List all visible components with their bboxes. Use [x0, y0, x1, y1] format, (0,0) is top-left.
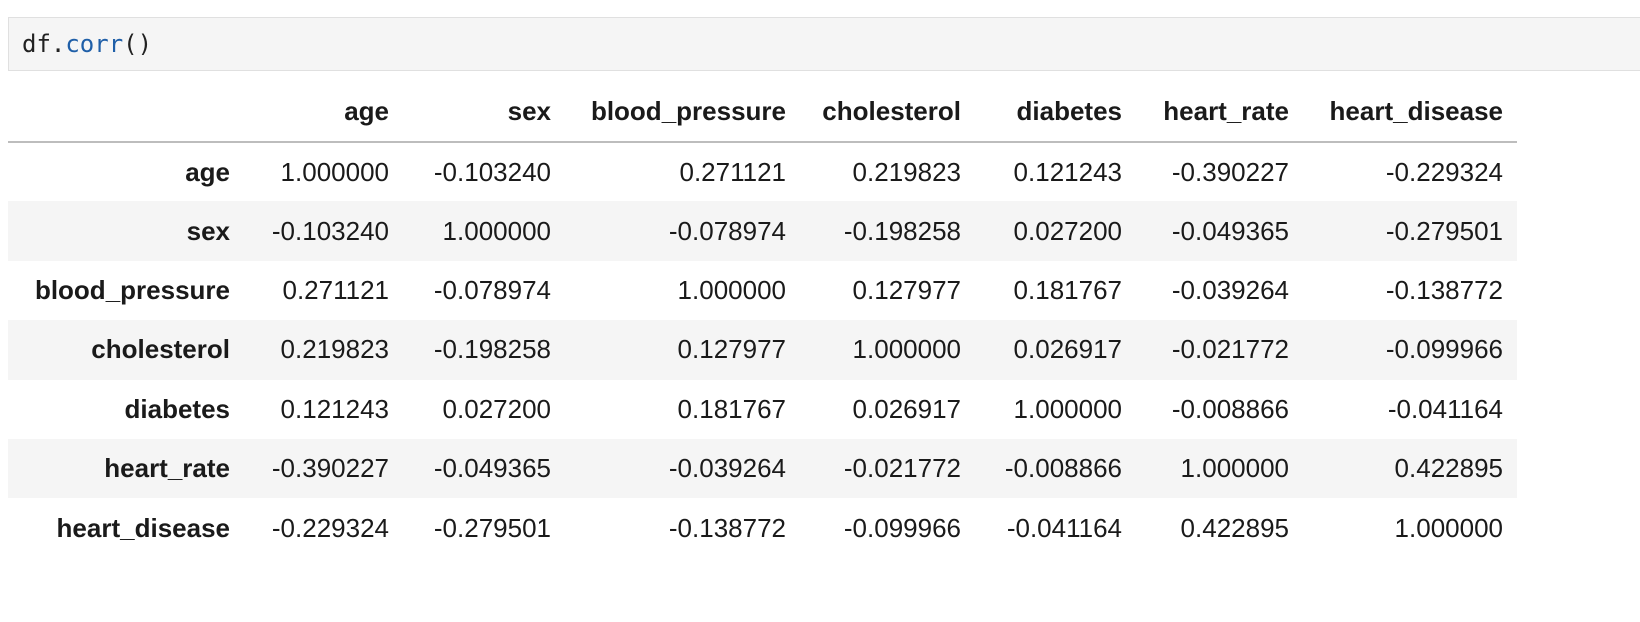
table-cell: -0.103240	[433, 156, 551, 187]
table-cell: -0.021772	[1171, 334, 1289, 365]
table-cell: -0.049365	[1171, 215, 1289, 246]
table-cell: 1.000000	[1394, 512, 1503, 543]
table-cell: -0.279501	[1385, 215, 1503, 246]
column-header: age	[244, 82, 403, 143]
table-cell: 0.271121	[679, 156, 786, 187]
table-cell: -0.008866	[1004, 453, 1122, 484]
table-cell: -0.198258	[433, 334, 551, 365]
table-cell: -0.041164	[1387, 393, 1503, 424]
table-cell: 0.219823	[852, 156, 961, 187]
code-cell[interactable]: df. corr()	[8, 17, 1640, 71]
table-row: diabetes 0.121243 0.027200 0.181767 0.026917…	[8, 380, 1517, 439]
output-area: age sex blood_pressure cholesterol diabe…	[8, 82, 1517, 558]
column-header: cholesterol	[800, 82, 975, 143]
table-cell: 0.181767	[677, 393, 786, 424]
code-parens: ()	[123, 30, 153, 58]
row-index-label: heart_disease	[56, 512, 230, 543]
table-cell: -0.049365	[433, 453, 551, 484]
table-row: sex -0.103240 1.000000 -0.078974 -0.198258 0.…	[8, 201, 1517, 261]
table-cell: 0.422895	[1394, 453, 1503, 484]
row-index-label: sex	[186, 215, 230, 246]
column-header: diabetes	[975, 82, 1136, 143]
table-cell: 1.000000	[677, 274, 786, 305]
table-cell: -0.078974	[433, 274, 551, 305]
table-row: blood_pressure 0.271121 -0.078974 1.000000 0…	[8, 261, 1517, 320]
table-cell: -0.138772	[668, 512, 786, 543]
code-method: corr	[65, 30, 124, 58]
table-cell: 0.027200	[442, 393, 551, 424]
table-cell: -0.279501	[433, 512, 551, 543]
table-cell: -0.138772	[1385, 274, 1503, 305]
table-cell: -0.103240	[271, 215, 389, 246]
table-header-row: age sex blood_pressure cholesterol diabe…	[8, 82, 1517, 143]
column-header: sex	[403, 82, 565, 143]
code-object: df	[22, 30, 51, 58]
table-cell: 1.000000	[1013, 393, 1122, 424]
table-cell: 0.422895	[1180, 512, 1289, 543]
code-dot: .	[50, 30, 66, 58]
table-cell: -0.390227	[1171, 156, 1289, 187]
table-cell: -0.021772	[843, 453, 961, 484]
row-index-label: age	[185, 156, 230, 187]
row-index-label: blood_pressure	[34, 274, 230, 305]
table-cell: 0.027200	[1013, 215, 1122, 246]
table-cell: 0.121243	[1013, 156, 1122, 187]
column-header: blood_pressure	[565, 82, 800, 143]
row-index-label: heart_rate	[104, 453, 230, 484]
table-cell: -0.198258	[843, 215, 961, 246]
table-body: age 1.000000 -0.103240 0.271121 0.219823 0.12…	[8, 142, 1517, 558]
table-cell: -0.099966	[1385, 334, 1503, 365]
table-cell: 0.026917	[852, 393, 961, 424]
table-cell: -0.099966	[843, 512, 961, 543]
table-cell: 1.000000	[852, 334, 961, 365]
table-cell: 0.219823	[280, 334, 389, 365]
table-cell: -0.229324	[1385, 156, 1503, 187]
table-cell: 0.127977	[677, 334, 786, 365]
row-index-label: cholesterol	[91, 334, 230, 365]
table-cell: -0.390227	[271, 453, 389, 484]
table-cell: 0.127977	[852, 274, 961, 305]
table-cell: 0.271121	[282, 274, 389, 305]
table-row: heart_disease -0.229324 -0.279501 -0.138772…	[8, 498, 1517, 557]
table-cell: 0.026917	[1013, 334, 1122, 365]
table-cell: -0.041164	[1006, 512, 1122, 543]
column-header: heart_disease	[1303, 82, 1517, 143]
table-cell: -0.229324	[271, 512, 389, 543]
table-cell: -0.039264	[668, 453, 786, 484]
table-row: heart_rate -0.390227 -0.049365 -0.039264 -0.…	[8, 438, 1517, 499]
table-cell: 0.121243	[280, 393, 389, 424]
table-cell: 1.000000	[442, 215, 551, 246]
table-cell: 1.000000	[280, 156, 389, 187]
table-cell: -0.078974	[668, 215, 786, 246]
table-row: age 1.000000 -0.103240 0.271121 0.219823 0.12…	[8, 142, 1517, 201]
column-header: heart_rate	[1136, 82, 1303, 143]
table-cell: 1.000000	[1180, 453, 1289, 484]
index-header	[8, 82, 244, 143]
table-row: cholesterol 0.219823 -0.198258 0.127977 1.00…	[8, 320, 1517, 380]
correlation-table: age sex blood_pressure cholesterol diabe…	[8, 82, 1517, 558]
row-index-label: diabetes	[124, 393, 231, 424]
table-cell: -0.039264	[1171, 274, 1289, 305]
table-cell: 0.181767	[1013, 274, 1122, 305]
table-cell: -0.008866	[1171, 393, 1289, 424]
